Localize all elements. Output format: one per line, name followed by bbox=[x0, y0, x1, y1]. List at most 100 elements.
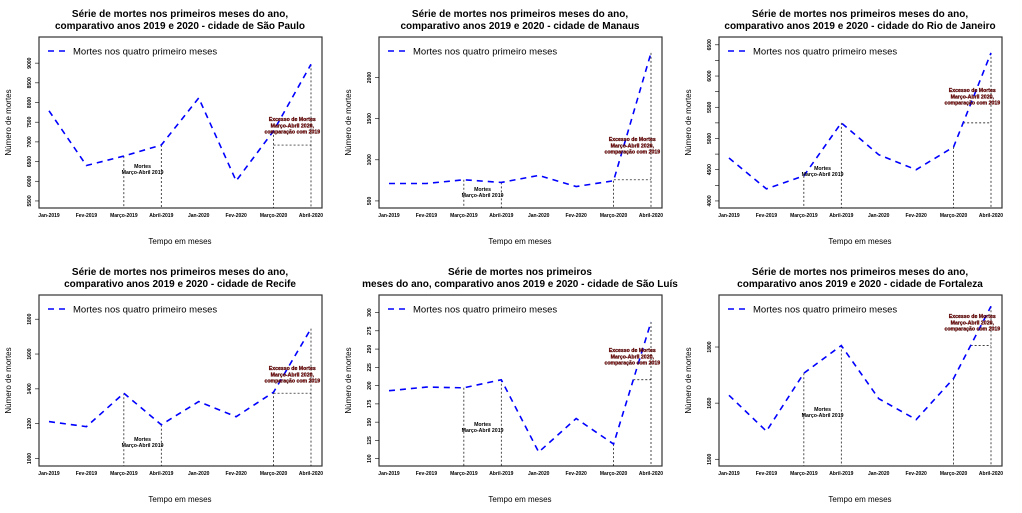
annotation-excesso-2020: Excesso de Mortes bbox=[609, 137, 656, 143]
x-tick-label: Fev-2019 bbox=[76, 213, 98, 219]
y-tick-label: 8500 bbox=[27, 77, 33, 88]
chart-title-line: Série de mortes nos primeiros meses do a… bbox=[72, 9, 288, 20]
y-tick-label: 300 bbox=[367, 308, 373, 317]
annotation-excesso-2020: comparação com 2019 bbox=[944, 101, 1000, 107]
annotation-excesso-2020: Excesso de Mortes bbox=[949, 314, 996, 320]
y-tick-label: 9000 bbox=[27, 57, 33, 68]
series-line bbox=[389, 52, 652, 188]
x-tick-label: Março-2019 bbox=[450, 213, 478, 219]
annotation-excesso-2020: Março-Abril 2020, bbox=[271, 123, 315, 129]
chart-title-line: comparativo anos 2019 e 2020 - cidade de… bbox=[64, 279, 296, 290]
y-axis-label: Número de mortes bbox=[684, 89, 693, 155]
series-line bbox=[728, 305, 992, 433]
x-tick-label: Jan-2020 bbox=[868, 471, 890, 477]
annotation-excesso-2020: comparação com 2019 bbox=[944, 327, 1000, 333]
annotation-excesso-2020: comparação com 2019 bbox=[604, 361, 660, 367]
x-tick-label: Jan-2020 bbox=[528, 471, 550, 477]
annotation-mortes-2019: Mortes bbox=[134, 164, 151, 170]
annotation-mortes-2019: Mortes bbox=[474, 187, 491, 193]
chart-panel: Série de mortes nos primeiros meses do a… bbox=[684, 9, 1003, 246]
x-tick-label: Março-2020 bbox=[600, 213, 628, 219]
y-tick-label: 1200 bbox=[27, 418, 33, 429]
y-tick-label: 2000 bbox=[367, 72, 373, 83]
x-tick-label: Abril-2019 bbox=[489, 213, 513, 219]
x-axis-label: Tempo em meses bbox=[488, 495, 551, 504]
x-tick-label: Abril-2020 bbox=[299, 471, 323, 477]
x-tick-label: Abril-2020 bbox=[299, 213, 323, 219]
x-tick-label: Abril-2019 bbox=[149, 471, 173, 477]
x-axis-label: Tempo em meses bbox=[828, 495, 891, 504]
y-tick-label: 5500 bbox=[707, 101, 713, 112]
y-tick-label: 275 bbox=[367, 326, 373, 335]
y-tick-label: 125 bbox=[367, 436, 373, 445]
x-tick-label: Março-2020 bbox=[600, 471, 628, 477]
x-tick-label: Março-2019 bbox=[110, 471, 138, 477]
y-tick-label: 8000 bbox=[27, 97, 33, 108]
y-tick-label: 7500 bbox=[27, 116, 33, 127]
y-tick-label: 1500 bbox=[367, 113, 373, 124]
chart-title-line: Série de mortes nos primeiros meses do a… bbox=[412, 9, 628, 20]
y-tick-label: 225 bbox=[367, 363, 373, 372]
annotation-mortes-2019: Março-Abril 2019 bbox=[122, 443, 164, 449]
chart-title-line: comparativo anos 2019 e 2020 - cidade de… bbox=[401, 21, 640, 32]
y-tick-label: 1000 bbox=[27, 453, 33, 464]
y-tick-label: 175 bbox=[367, 399, 373, 408]
x-tick-label: Fev-2020 bbox=[905, 471, 927, 477]
legend-label: Mortes nos quatro primeiro meses bbox=[73, 305, 217, 316]
x-axis-label: Tempo em meses bbox=[148, 237, 211, 246]
x-tick-label: Fev-2020 bbox=[225, 213, 247, 219]
x-tick-label: Jan-2019 bbox=[38, 471, 60, 477]
x-tick-label: Março-2019 bbox=[790, 213, 818, 219]
x-tick-label: Jan-2019 bbox=[38, 213, 60, 219]
x-tick-label: Jan-2020 bbox=[188, 213, 210, 219]
annotation-mortes-2019: Março-Abril 2019 bbox=[122, 170, 164, 176]
series-line bbox=[48, 328, 312, 428]
y-tick-label: 6000 bbox=[27, 175, 33, 186]
x-tick-label: Abril-2020 bbox=[639, 213, 663, 219]
x-tick-label: Abril-2019 bbox=[829, 213, 853, 219]
y-axis-label: Número de mortes bbox=[344, 89, 353, 155]
x-tick-label: Março-2019 bbox=[110, 213, 138, 219]
y-axis-label: Número de mortes bbox=[684, 347, 693, 413]
plot-frame bbox=[718, 36, 1003, 209]
x-tick-label: Abril-2020 bbox=[639, 471, 663, 477]
chart-title-line: meses do ano, comparativo anos 2019 e 20… bbox=[362, 279, 678, 290]
plot-frame bbox=[718, 294, 1003, 467]
annotation-mortes-2019: Mortes bbox=[134, 437, 151, 443]
chart-title-line: Série de mortes nos primeiros meses do a… bbox=[752, 9, 968, 20]
y-axis-label: Número de mortes bbox=[4, 347, 13, 413]
annotation-excesso-2020: Excesso de Mortes bbox=[949, 88, 996, 94]
y-tick-label: 6500 bbox=[707, 39, 713, 50]
y-tick-label: 1800 bbox=[27, 313, 33, 324]
annotation-mortes-2019: Mortes bbox=[814, 166, 831, 172]
x-axis-label: Tempo em meses bbox=[828, 237, 891, 246]
plot-frame bbox=[378, 36, 663, 209]
x-tick-label: Jan-2020 bbox=[188, 471, 210, 477]
chart-panel: Série de mortes nos primeiros meses do a… bbox=[344, 9, 663, 246]
annotation-excesso-2020: Março-Abril 2020, bbox=[611, 143, 655, 149]
x-tick-label: Jan-2020 bbox=[868, 213, 890, 219]
y-tick-label: 250 bbox=[367, 345, 373, 354]
legend-label: Mortes nos quatro primeiro meses bbox=[753, 305, 897, 316]
annotation-mortes-2019: Mortes bbox=[474, 422, 491, 428]
plot-frame bbox=[38, 294, 323, 467]
y-tick-label: 7000 bbox=[27, 136, 33, 147]
x-tick-label: Jan-2020 bbox=[528, 213, 550, 219]
x-tick-label: Fev-2019 bbox=[416, 471, 438, 477]
y-axis-label: Número de mortes bbox=[344, 347, 353, 413]
annotation-excesso-2020: Março-Abril 2020, bbox=[951, 94, 995, 100]
x-tick-label: Março-2020 bbox=[260, 471, 288, 477]
annotation-excesso-2020: Março-Abril 2020, bbox=[951, 320, 995, 326]
x-tick-label: Março-2019 bbox=[790, 471, 818, 477]
legend-label: Mortes nos quatro primeiro meses bbox=[73, 47, 217, 58]
x-tick-label: Fev-2020 bbox=[225, 471, 247, 477]
x-tick-label: Março-2020 bbox=[260, 213, 288, 219]
annotation-excesso-2020: comparação com 2019 bbox=[264, 379, 320, 385]
chart-title-line: comparativo anos 2019 e 2020 - cidade de… bbox=[55, 21, 305, 32]
chart-title-line: Série de mortes nos primeiros meses do a… bbox=[72, 267, 288, 278]
x-tick-label: Fev-2019 bbox=[756, 471, 778, 477]
annotation-excesso-2020: comparação com 2019 bbox=[604, 150, 660, 156]
chart-title-line: comparativo anos 2019 e 2020 - cidade do… bbox=[724, 21, 995, 32]
annotation-mortes-2019: Março-Abril 2019 bbox=[462, 193, 504, 199]
